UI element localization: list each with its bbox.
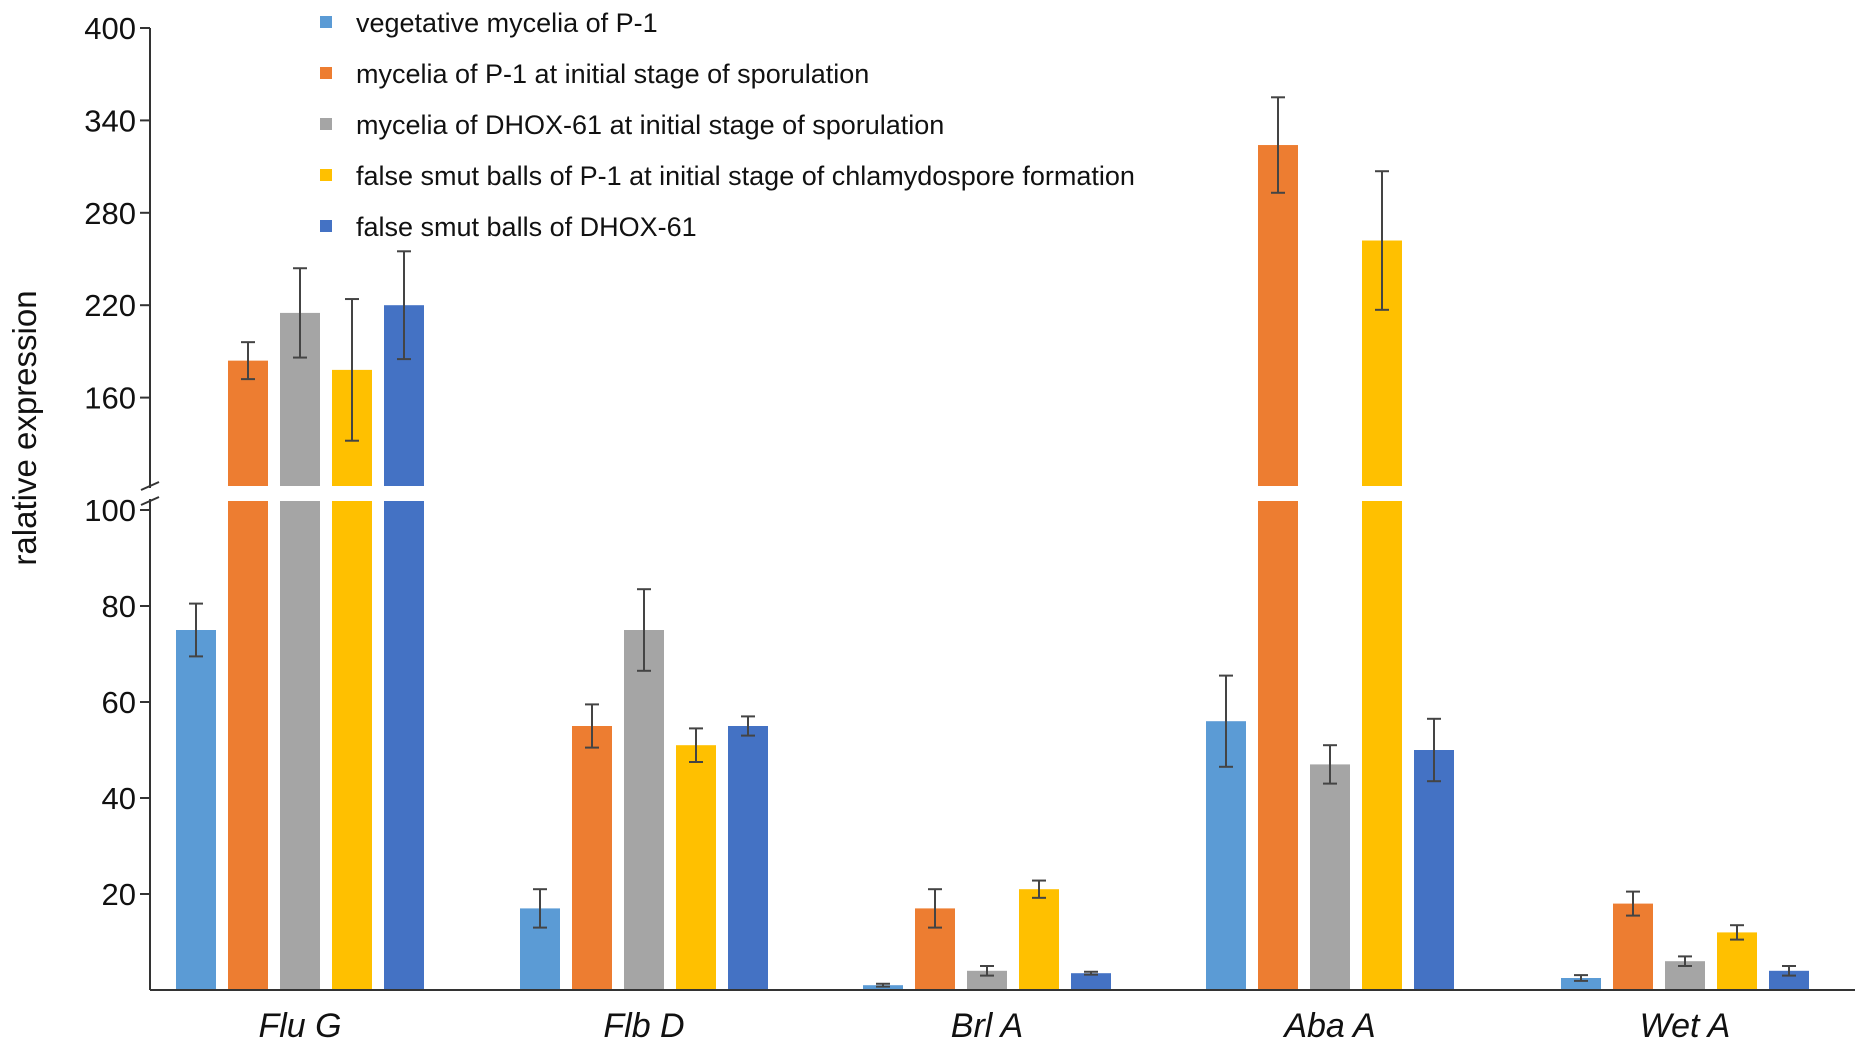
bar-2-wet-a — [1613, 903, 1653, 990]
bar-5-flb-d — [728, 726, 768, 990]
bar-4-aba-a — [1362, 240, 1402, 990]
legend: vegetative mycelia of P-1 mycelia of P-1 … — [320, 8, 1135, 242]
y-tick-label: 160 — [84, 381, 136, 416]
axes-layer: 20 40 60 80 100 160 220 280 340 400 Flu G Flb D Brl … — [84, 11, 1855, 1045]
y-tick-label: 280 — [84, 196, 136, 231]
error-bar — [1782, 965, 1796, 977]
legend-swatch — [320, 67, 332, 79]
bar-3-brl-a — [967, 970, 1007, 990]
y-tick-label: 100 — [84, 493, 136, 528]
legend-swatch — [320, 16, 332, 28]
error-bar — [1219, 674, 1233, 768]
legend-label: mycelia of P-1 at initial stage of sporu… — [356, 59, 869, 89]
x-tick-label: Wet A — [1640, 1007, 1731, 1045]
bars-layer — [176, 145, 1809, 991]
bar-4-flb-d — [676, 745, 716, 990]
bar-4-brl-a — [1019, 889, 1059, 990]
y-tick-label: 20 — [102, 877, 136, 912]
legend-item: vegetative mycelia of P-1 — [320, 8, 658, 38]
bar-2-flb-d — [572, 726, 612, 990]
legend-swatch — [320, 169, 332, 181]
error-bar — [1730, 924, 1744, 941]
legend-item: mycelia of P-1 at initial stage of sporu… — [320, 59, 869, 89]
error-bar — [241, 341, 255, 381]
bar-5-brl-a — [1071, 973, 1111, 990]
bar-3-aba-a — [1310, 764, 1350, 990]
error-bar — [1626, 890, 1640, 917]
bar-4-wet-a — [1717, 932, 1757, 990]
y-tick-label: 220 — [84, 288, 136, 323]
legend-label: false smut balls of P-1 at initial stage… — [356, 161, 1135, 191]
y-tick-label: 60 — [102, 685, 136, 720]
error-bar — [1271, 96, 1285, 194]
error-bar — [1574, 974, 1588, 982]
error-bar — [1084, 970, 1098, 976]
bar-5-aba-a — [1414, 750, 1454, 990]
legend-label: false smut balls of DHOX-61 — [356, 212, 697, 242]
axis-break-mark — [140, 481, 160, 491]
error-bar — [637, 588, 651, 672]
legend-label: mycelia of DHOX-61 at initial stage of s… — [356, 110, 944, 140]
x-tick-label: Brl A — [951, 1007, 1023, 1045]
y-tick-label: 400 — [84, 11, 136, 46]
y-tick-label: 40 — [102, 781, 136, 816]
error-bar — [345, 298, 359, 442]
error-bar — [741, 715, 755, 737]
legend-label: vegetative mycelia of P-1 — [356, 8, 658, 38]
bar-3-flb-d — [624, 630, 664, 990]
error-bar — [397, 250, 411, 361]
error-bar — [689, 727, 703, 763]
error-bar — [1032, 879, 1046, 899]
bar-1-wet-a — [1561, 978, 1601, 990]
y-tick-label: 80 — [102, 589, 136, 624]
legend-item: mycelia of DHOX-61 at initial stage of s… — [320, 110, 944, 140]
bar-2-flu-g — [228, 360, 268, 990]
bar-5-flu-g — [384, 305, 424, 990]
error-bar — [980, 965, 994, 977]
x-tick-label: Flu G — [258, 1007, 341, 1045]
bar-5-wet-a — [1769, 970, 1809, 990]
legend-item: false smut balls of P-1 at initial stage… — [320, 161, 1135, 191]
error-bar — [1678, 955, 1692, 967]
error-bars-layer — [151, 96, 1851, 988]
error-bar — [876, 982, 890, 988]
error-bar — [585, 703, 599, 749]
x-tick-label: Flb D — [603, 1007, 684, 1045]
legend-swatch — [320, 118, 332, 130]
error-bar — [1427, 717, 1441, 783]
bar-1-flu-g — [176, 630, 216, 990]
y-tick-label: 340 — [84, 103, 136, 138]
axis-break-mark — [140, 496, 160, 506]
error-bar — [533, 888, 547, 929]
legend-swatch — [320, 220, 332, 232]
error-bar — [293, 267, 307, 359]
bar-3-flu-g — [280, 312, 320, 990]
y-axis-title: ralative expression — [6, 290, 43, 565]
x-tick-label: Aba A — [1282, 1007, 1375, 1045]
bar-2-aba-a — [1258, 145, 1298, 991]
error-bar — [1375, 170, 1389, 311]
axis-break-gap — [151, 486, 1851, 501]
error-bar — [1323, 744, 1337, 785]
error-bar — [189, 602, 203, 658]
legend-item: false smut balls of DHOX-61 — [320, 212, 697, 242]
bar-4-flu-g — [332, 369, 372, 990]
error-bar — [928, 888, 942, 929]
